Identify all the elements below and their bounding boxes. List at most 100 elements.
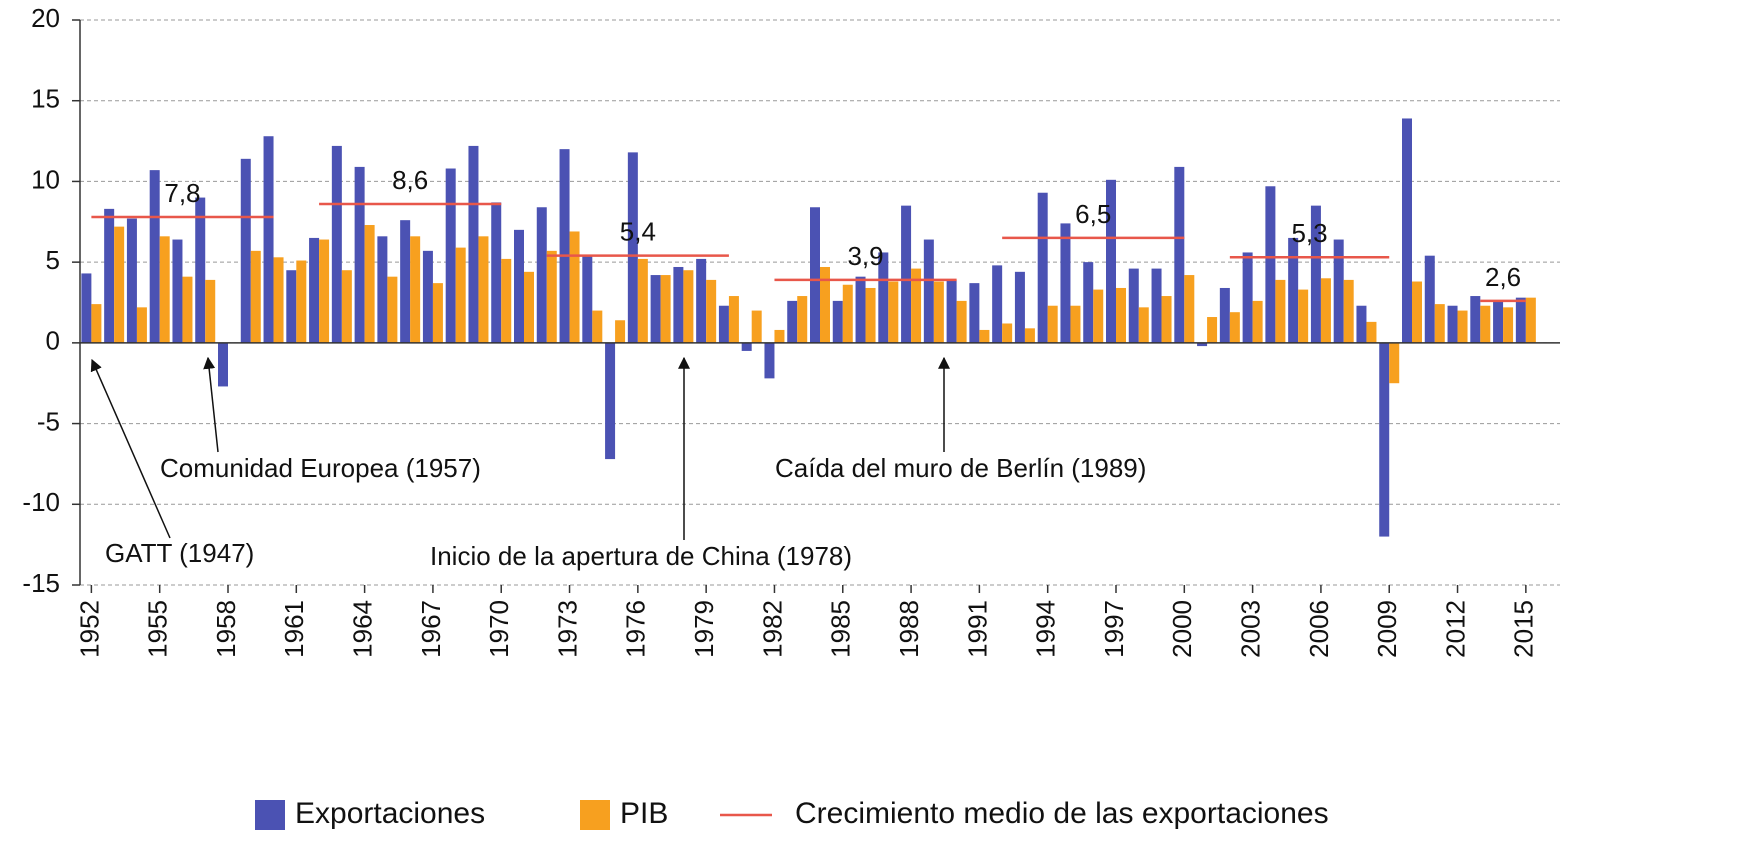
bar xyxy=(1116,287,1126,343)
bar xyxy=(1480,305,1491,343)
bar xyxy=(445,168,456,343)
legend-label: PIB xyxy=(620,797,668,830)
bar xyxy=(969,283,980,343)
bar xyxy=(468,145,479,343)
bar xyxy=(683,270,694,343)
bar xyxy=(1402,118,1412,343)
bar xyxy=(455,247,466,343)
bar xyxy=(1343,279,1354,343)
annotation: GATT (1947) xyxy=(105,538,254,568)
bar xyxy=(126,218,137,343)
bar xyxy=(605,342,616,460)
bar xyxy=(182,276,193,343)
bar xyxy=(1138,307,1149,343)
x-tick-label: 1958 xyxy=(211,600,241,658)
bar xyxy=(1457,310,1468,343)
bar xyxy=(172,239,183,343)
bar xyxy=(741,342,752,351)
bar xyxy=(637,258,648,343)
bar xyxy=(240,158,251,343)
annotation-arrow xyxy=(203,356,219,453)
bar xyxy=(1229,312,1240,343)
average-label: 6,5 xyxy=(1075,199,1111,229)
bar xyxy=(1434,304,1445,343)
bar xyxy=(1389,342,1400,384)
bar xyxy=(1184,275,1195,343)
bar xyxy=(159,236,170,343)
bar xyxy=(559,149,570,343)
average-label: 3,9 xyxy=(847,241,883,271)
bar xyxy=(1207,317,1218,343)
bar xyxy=(1333,239,1344,343)
bar xyxy=(718,305,729,343)
bar xyxy=(524,271,534,343)
bar xyxy=(1014,271,1025,343)
x-tick-label: 1982 xyxy=(757,600,787,658)
x-tick-label: 1985 xyxy=(826,600,856,658)
bar xyxy=(888,281,899,343)
legend-label: Crecimiento medio de las exportaciones xyxy=(795,797,1329,830)
bar xyxy=(979,329,990,343)
bar xyxy=(1298,289,1309,343)
legend-swatch xyxy=(580,800,610,830)
y-tick-label: 10 xyxy=(31,164,60,194)
y-tick-label: 0 xyxy=(46,326,60,356)
bar xyxy=(341,270,352,343)
average-label: 5,4 xyxy=(620,217,656,247)
bar xyxy=(514,229,524,343)
bar xyxy=(592,310,603,343)
bar xyxy=(1002,323,1013,343)
x-tick-label: 1976 xyxy=(621,600,651,658)
bar xyxy=(263,136,274,343)
bar xyxy=(1197,342,1208,347)
bar xyxy=(992,265,1003,343)
y-tick-label: -15 xyxy=(22,568,60,598)
bar xyxy=(1525,297,1536,343)
bar xyxy=(751,310,762,343)
bar xyxy=(764,342,775,379)
bar xyxy=(136,307,147,343)
bar xyxy=(81,273,92,343)
bar xyxy=(1288,237,1299,343)
bar xyxy=(1356,305,1367,343)
x-tick-label: 1964 xyxy=(347,600,377,658)
bar xyxy=(1106,179,1116,343)
bar xyxy=(855,276,866,343)
x-tick-label: 1991 xyxy=(962,600,992,658)
bar xyxy=(1252,300,1263,343)
bar xyxy=(1083,262,1094,343)
average-label: 7,8 xyxy=(164,178,200,208)
bar xyxy=(842,284,853,343)
bar xyxy=(946,279,957,343)
bar xyxy=(1093,289,1104,343)
bar xyxy=(422,250,433,343)
bar xyxy=(774,329,785,343)
bar xyxy=(1493,300,1504,343)
bar xyxy=(650,275,661,343)
bar xyxy=(911,268,922,343)
bar xyxy=(582,255,593,343)
x-tick-label: 1967 xyxy=(416,600,446,658)
bar xyxy=(1379,342,1390,537)
bar xyxy=(728,296,739,343)
bar xyxy=(1128,268,1139,343)
x-tick-label: 2006 xyxy=(1304,600,1334,658)
bar xyxy=(696,258,707,343)
x-tick-label: 1988 xyxy=(894,600,924,658)
bar xyxy=(309,237,320,343)
bar xyxy=(569,231,580,343)
bar xyxy=(331,145,342,343)
bar xyxy=(832,300,843,343)
bar xyxy=(432,283,443,343)
bar xyxy=(536,207,547,343)
bar xyxy=(286,270,297,343)
x-tick-label: 1979 xyxy=(689,600,719,658)
bar xyxy=(787,300,798,343)
bar xyxy=(91,304,102,343)
bar xyxy=(1515,297,1526,343)
bar xyxy=(1320,278,1331,343)
bar xyxy=(478,236,489,343)
bar xyxy=(104,208,115,343)
bar xyxy=(933,281,944,343)
bar xyxy=(1470,296,1481,343)
